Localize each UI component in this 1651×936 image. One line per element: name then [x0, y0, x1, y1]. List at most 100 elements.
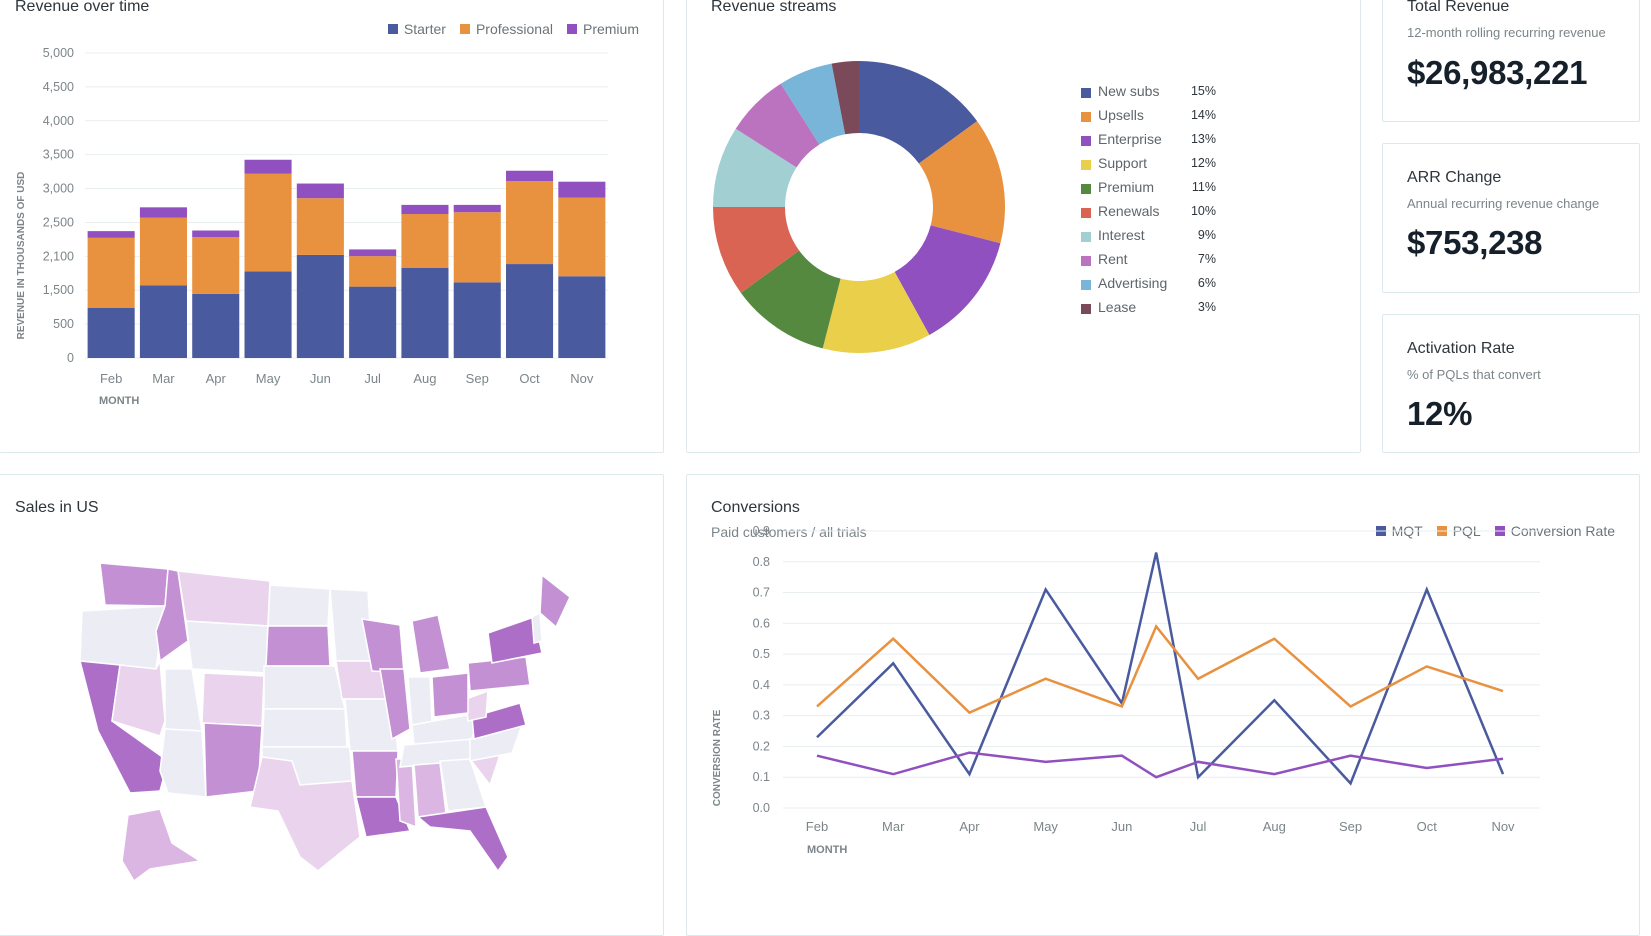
- donut-legend-item[interactable]: Enterprise 13%: [1081, 130, 1216, 154]
- bar-segment-starter: [192, 293, 240, 358]
- revenue-streams-card: Revenue streams New subs 15% Upsells 14% Ent…: [686, 0, 1361, 453]
- donut-legend-item[interactable]: Lease 3%: [1081, 298, 1216, 322]
- map-state-wa: [99, 562, 169, 607]
- x-tick-label: Sep: [1339, 819, 1362, 834]
- map-state-va: [471, 702, 527, 740]
- kpi-subtitle: % of PQLs that convert: [1407, 367, 1541, 382]
- x-tick-label: Aug: [413, 371, 436, 386]
- y-tick-label: 5,000: [43, 46, 74, 60]
- revenue-streams-title: Revenue streams: [711, 0, 837, 15]
- x-tick-label: Jun: [1111, 819, 1132, 834]
- legend-value: 13%: [1190, 132, 1216, 146]
- series-line-conversion-rate: [816, 751, 1504, 779]
- y-tick-label: 1,500: [43, 283, 74, 297]
- revenue-over-time-card: Revenue over time Starter Professional P…: [0, 0, 664, 453]
- conversions-line-chart: 0.0 0.1 0.2 0.3 0.4 0.5 0.6 0.7 0.8 0.9 Feb Mar Apr M…: [712, 524, 1540, 856]
- map-state-wv: [465, 689, 489, 722]
- kpi-value: $753,238: [1407, 224, 1543, 261]
- legend-label: Rent: [1098, 251, 1128, 267]
- donut-slice-premium: [740, 250, 841, 349]
- x-tick-label: Jul: [1190, 819, 1207, 834]
- kpi-subtitle: Annual recurring revenue change: [1407, 196, 1600, 211]
- map-state-az: [159, 728, 207, 798]
- bar-segment-starter: [349, 286, 397, 358]
- bar-segment-professional: [87, 237, 135, 308]
- y-tick-label: 4,000: [43, 114, 74, 128]
- legend-swatch: [1081, 280, 1091, 290]
- series-line-mqt: [816, 552, 1505, 786]
- revenue-legend: Starter Professional Premium: [387, 21, 639, 37]
- bar-segment-premium: [139, 207, 187, 218]
- donut-legend-item[interactable]: Renewals 10%: [1081, 202, 1216, 226]
- map-state-mt: [177, 570, 271, 627]
- legend-label: Professional: [475, 21, 553, 37]
- donut-legend-item[interactable]: Rent 7%: [1081, 250, 1216, 274]
- kpi-value: $26,983,221: [1407, 54, 1588, 91]
- legend-value: 11%: [1191, 180, 1216, 194]
- bar-segment-professional: [139, 217, 187, 286]
- x-axis-title: MONTH: [807, 844, 847, 856]
- map-state-co: [201, 672, 265, 727]
- y-tick-label: 0.3: [753, 709, 770, 723]
- donut-legend-item[interactable]: Premium 11%: [1081, 178, 1216, 202]
- legend-value: 9%: [1197, 228, 1216, 242]
- legend-value: 3%: [1197, 300, 1216, 314]
- legend-label: Support: [1098, 155, 1148, 171]
- revenue-donut-chart: [713, 61, 1005, 353]
- legend-label: Premium: [582, 21, 639, 37]
- bar-segment-professional: [506, 181, 554, 265]
- map-state-oh: [431, 672, 469, 718]
- donut-slice-lease: [831, 61, 859, 135]
- bar-segment-starter: [296, 254, 344, 358]
- legend-label: Interest: [1098, 227, 1145, 243]
- x-tick-label: Feb: [100, 371, 122, 386]
- bar-segment-starter: [453, 282, 501, 358]
- bar-segment-premium: [349, 249, 397, 257]
- bar-segment-professional: [296, 198, 344, 255]
- donut-slice-interest: [713, 128, 797, 207]
- legend-value: 7%: [1197, 252, 1216, 266]
- bar-segment-starter: [506, 264, 554, 358]
- x-tick-label: Jun: [310, 371, 331, 386]
- map-state-ak: [121, 808, 203, 883]
- legend-swatch: [1081, 88, 1091, 98]
- kpi-subtitle: 12-month rolling recurring revenue: [1407, 25, 1606, 40]
- donut-legend-item[interactable]: Upsells 14%: [1081, 106, 1216, 130]
- legend-label: Renewals: [1098, 203, 1160, 219]
- map-state-wy: [185, 620, 269, 674]
- x-tick-label: May: [256, 371, 281, 386]
- bar-segment-professional: [558, 197, 606, 277]
- map-state-nv: [111, 658, 166, 737]
- revenue-over-time-title: Revenue over time: [15, 0, 150, 15]
- x-axis-title: MONTH: [99, 395, 139, 407]
- x-tick-label: Aug: [1263, 819, 1286, 834]
- map-state-ut: [164, 668, 203, 732]
- kpi-card-activation-rate: Activation Rate % of PQLs that convert 1…: [1382, 314, 1640, 453]
- legend-item-premium[interactable]: Premium: [566, 21, 639, 37]
- legend-swatch: [1081, 112, 1091, 122]
- donut-slice-rent: [735, 83, 820, 168]
- legend-item-professional[interactable]: Professional: [459, 21, 553, 37]
- donut-legend-item[interactable]: New subs 15%: [1081, 82, 1216, 106]
- legend-swatch: [459, 24, 470, 34]
- donut-slice-upsells: [918, 121, 1005, 244]
- donut-legend-item[interactable]: Support 12%: [1081, 154, 1216, 178]
- x-tick-label: Mar: [882, 819, 905, 834]
- donut-legend-item[interactable]: Interest 9%: [1081, 226, 1216, 250]
- legend-swatch: [1081, 184, 1091, 194]
- map-state-la: [355, 796, 412, 838]
- y-tick-label: 500: [53, 317, 74, 331]
- donut-legend-item[interactable]: Advertising 6%: [1081, 274, 1216, 298]
- legend-label: Enterprise: [1098, 131, 1162, 147]
- sales-map-title: Sales in US: [15, 499, 99, 516]
- legend-label: New subs: [1098, 83, 1160, 99]
- x-tick-label: Apr: [206, 371, 227, 386]
- y-tick-label: 0.4: [753, 678, 770, 692]
- y-tick-label: 0: [67, 351, 74, 365]
- bar-segment-premium: [558, 181, 606, 198]
- legend-item-starter[interactable]: Starter: [387, 21, 446, 37]
- kpi-title: ARR Change: [1407, 169, 1502, 186]
- y-tick-label: 4,500: [43, 80, 74, 94]
- bar-segment-premium: [506, 170, 554, 182]
- y-tick-label: 0.5: [753, 647, 770, 661]
